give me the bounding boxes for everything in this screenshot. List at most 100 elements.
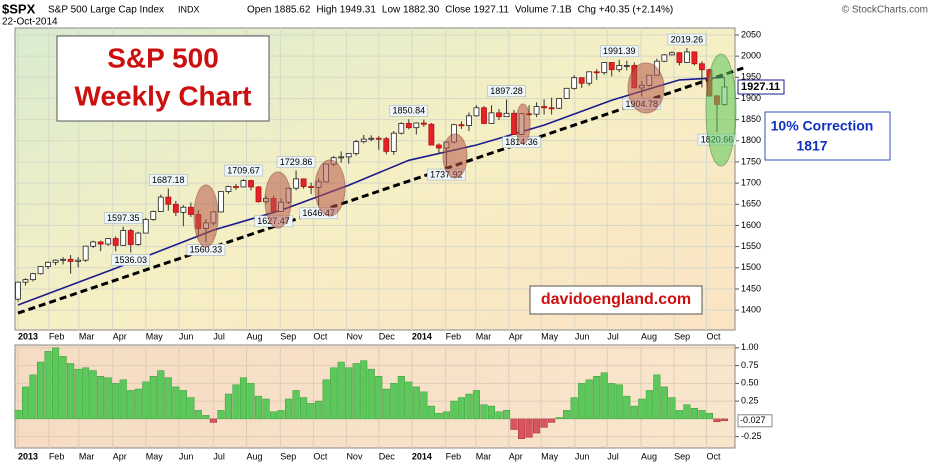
x-tick-label: Sep [674,331,690,341]
y-tick-label: 1800 [741,135,761,145]
bar [645,390,653,420]
watermark-box [529,285,703,315]
bar [247,383,255,420]
y-tick-label: 1450 [741,283,761,293]
bar [638,398,646,420]
bar [119,379,127,420]
bar [653,374,661,420]
bar [487,405,496,420]
current-value-box [737,414,773,428]
bar [29,374,37,420]
price-label-bg [111,254,150,266]
candle-body [300,178,307,187]
candle-body [428,123,435,146]
bar [37,361,45,420]
candle-body [578,77,585,84]
candle-body [668,52,675,56]
price-label-bg [389,105,429,117]
x-tick-label: Oct [706,451,721,461]
candle-body [293,178,299,189]
bar [420,391,428,420]
bar [209,418,217,423]
date: 22-Oct-2014 [2,17,58,28]
bar [315,400,323,420]
y-tick-label: 1700 [741,178,761,188]
bar [533,418,541,434]
candle-body [466,115,472,126]
x-tick-label: Mar [79,331,95,341]
chart-subtitle: Weekly Chart [75,80,252,111]
bar [21,386,30,420]
annotation: 10% Correction [771,118,874,134]
candle-body [548,107,555,110]
candle-body [30,273,36,281]
candle-body [398,123,405,134]
x-tick-label: Jul [607,451,619,461]
symbol: $SPX [2,1,36,16]
candle-body [37,266,44,275]
x-tick-label: Oct [313,331,328,341]
bar [149,376,157,420]
candle-body [496,112,502,118]
bar [89,370,97,420]
x-tick-label: Jun [179,451,194,461]
bar [375,376,383,420]
bar [435,412,443,420]
highlight [314,159,346,217]
candle-body [15,281,21,300]
y-tick-label: 1950 [741,72,761,82]
stat: Low 1882.30 [382,5,440,16]
x-tick-label: Sep [674,451,690,461]
highlight [515,103,531,145]
bar [82,367,90,420]
y-tick-label: 0.25 [741,395,759,405]
x-tick-label: Mar [476,451,492,461]
bar [194,410,202,420]
candle-body [345,153,352,158]
candle-body [225,186,232,192]
candle-body [157,196,164,212]
highlight [442,133,468,179]
x-tick-label: Aug [246,331,262,341]
stat: Chg +40.35 (+2.14%) [578,5,674,16]
bar [224,393,232,420]
x-tick-label: Feb [446,331,462,341]
x-tick-label: 2014 [412,331,432,341]
bar [600,372,608,420]
bar [330,367,338,420]
x-tick-label: Feb [49,331,65,341]
bar [518,418,526,440]
candle-body [142,219,149,234]
highlights [193,53,737,248]
bar [495,411,503,420]
bar [134,388,142,420]
price-label: 1729.86 [280,157,313,167]
stat: High 1949.31 [316,5,376,16]
candle-body [105,238,112,245]
bar [585,379,593,420]
bar [292,390,300,420]
candle-body [383,138,390,152]
candle-body [533,106,540,115]
bar [450,400,458,420]
bar [104,377,112,420]
x-tick-label: Feb [49,451,65,461]
bar [683,404,691,420]
y-tick-label: 0.50 [741,378,759,388]
bar [713,418,721,422]
stat: Close 1927.11 [445,5,509,16]
x-tick-label: 2013 [18,451,38,461]
bar [705,412,713,420]
bar [44,351,52,420]
x-tick-label: Jun [575,331,590,341]
candle-body [586,71,593,84]
x-tick-label: Dec [379,331,396,341]
bar [578,383,586,420]
price-label-bg [667,33,707,46]
bar [179,390,187,420]
x-tick-label: May [146,331,164,341]
x-tick-label: Jun [179,331,194,341]
candle-body [187,206,194,215]
bar [630,405,638,420]
y-tick-label: 2000 [741,51,761,61]
